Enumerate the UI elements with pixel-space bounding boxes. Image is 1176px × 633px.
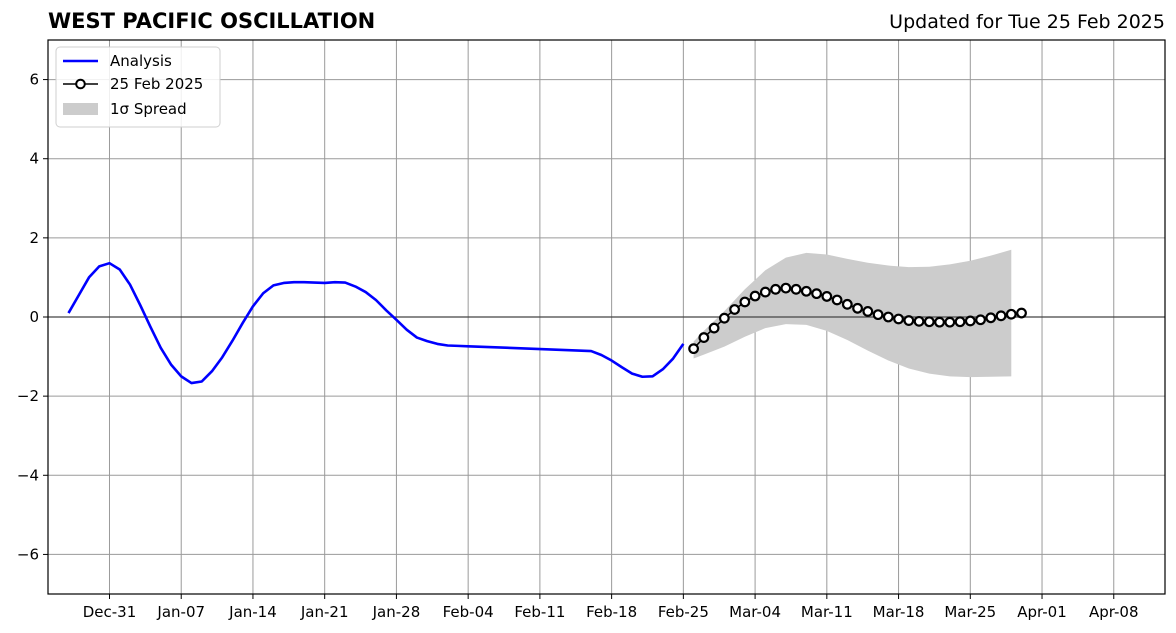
legend-forecast-label: 25 Feb 2025 <box>110 75 203 93</box>
x-tick-label: Feb-25 <box>658 603 709 621</box>
forecast-point <box>770 283 781 295</box>
legend-forecast-marker <box>75 78 86 90</box>
forecast-point <box>1005 308 1017 320</box>
legend-spread-swatch <box>63 103 98 115</box>
y-tick-label: −6 <box>17 545 39 563</box>
forecast-point <box>841 298 853 310</box>
forecast-point <box>718 312 730 324</box>
forecast-point <box>934 316 945 328</box>
forecast-point <box>913 315 925 327</box>
chart-subtitle: Updated for Tue 25 Feb 2025 <box>889 11 1165 33</box>
forecast-point <box>821 291 833 302</box>
x-tick-label: Apr-01 <box>1017 603 1067 621</box>
y-tick-label: 4 <box>29 150 39 168</box>
x-tick-label: Jan-14 <box>228 603 277 621</box>
forecast-point <box>954 316 966 328</box>
legend-analysis-label: Analysis <box>110 52 172 70</box>
x-tick-label: Mar-18 <box>873 603 925 621</box>
y-tick-label: 2 <box>29 229 39 247</box>
x-tick-label: Mar-25 <box>944 603 996 621</box>
y-tick-label: 0 <box>29 308 39 326</box>
analysis-line <box>67 261 685 385</box>
forecast-point <box>995 310 1007 322</box>
y-tick-label: 6 <box>29 71 39 89</box>
x-tick-label: Feb-04 <box>443 603 494 621</box>
forecast-point <box>852 302 863 314</box>
x-tick-label: Feb-18 <box>586 603 637 621</box>
legend: Analysis 25 Feb 2025 1σ Spread <box>55 46 221 128</box>
forecast-point <box>790 283 802 295</box>
chart-title: WEST PACIFIC OSCILLATION <box>48 9 376 33</box>
y-tick-label: −2 <box>17 387 39 405</box>
forecast-point <box>1016 307 1027 319</box>
forecast-point <box>964 315 976 327</box>
forecast-point <box>862 306 874 317</box>
forecast-point <box>688 343 700 355</box>
forecast-point <box>749 290 761 302</box>
x-tick-label: Dec-31 <box>83 603 137 621</box>
series-group <box>67 261 1027 385</box>
forecast-point <box>780 282 792 294</box>
forecast-point <box>985 312 997 324</box>
forecast-point <box>923 316 935 328</box>
x-tick-label: Mar-04 <box>729 603 781 621</box>
x-tick-label: Jan-28 <box>372 603 421 621</box>
forecast-point <box>729 304 740 315</box>
forecast-point <box>903 315 915 326</box>
spread-band-group <box>693 249 1012 378</box>
spread-band <box>693 249 1012 378</box>
forecast-point <box>708 322 720 334</box>
x-tick-label: Jan-07 <box>156 603 205 621</box>
forecast-point <box>800 285 812 297</box>
forecast-point <box>944 316 956 328</box>
forecast-point <box>975 314 986 326</box>
forecast-point <box>811 288 822 300</box>
forecast-point <box>831 294 843 306</box>
forecast-point <box>759 286 771 298</box>
x-tick-label: Mar-11 <box>801 603 853 621</box>
x-tick-label: Apr-08 <box>1089 603 1139 621</box>
x-tick-label: Jan-21 <box>300 603 349 621</box>
forecast-point <box>698 332 710 343</box>
axes-group: Dec-31 Jan-07 Jan-14 Jan-21 Jan-28 Feb-04 Feb-… <box>17 39 1166 621</box>
y-tick-label: −4 <box>17 466 39 484</box>
forecast-point <box>882 311 894 323</box>
forecast-point <box>872 309 884 321</box>
x-tick-label: Feb-11 <box>514 603 565 621</box>
legend-spread-label: 1σ Spread <box>110 100 187 118</box>
forecast-point <box>739 296 751 308</box>
forecast-point <box>893 313 904 325</box>
